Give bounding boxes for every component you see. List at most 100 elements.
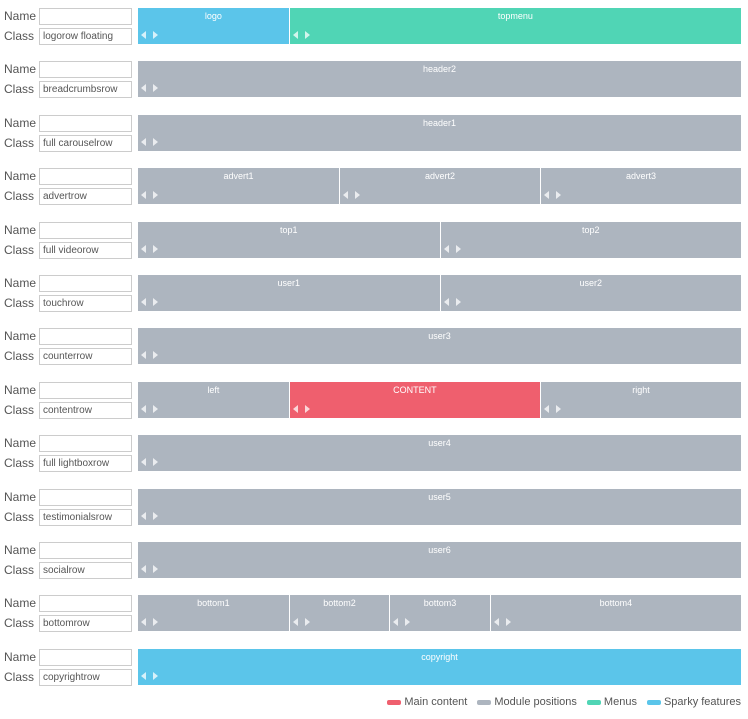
name-input[interactable] <box>39 168 132 186</box>
grow-arrow[interactable] <box>153 351 158 360</box>
grow-arrow[interactable] <box>153 244 158 253</box>
name-input[interactable] <box>39 8 132 25</box>
grow-arrow[interactable] <box>556 404 561 413</box>
grow-arrow[interactable] <box>153 618 158 627</box>
position-cell[interactable]: topmenu <box>289 8 741 44</box>
position-cell[interactable]: left <box>138 381 289 418</box>
grow-arrow[interactable] <box>556 191 561 200</box>
shrink-arrow[interactable] <box>141 84 146 93</box>
grow-arrow[interactable] <box>153 458 158 467</box>
grow-arrow[interactable] <box>355 191 360 200</box>
position-cell[interactable]: top1 <box>138 221 440 258</box>
grow-arrow[interactable] <box>153 511 158 520</box>
name-input[interactable] <box>39 114 132 132</box>
position-cell[interactable]: user2 <box>440 275 741 311</box>
position-cell[interactable]: user1 <box>138 275 440 311</box>
position-cell[interactable]: bottom2 <box>289 595 390 632</box>
position-cell[interactable]: bottom3 <box>390 595 490 632</box>
grow-arrow[interactable] <box>153 191 158 200</box>
class-input[interactable]: socialrow <box>39 562 132 579</box>
class-input[interactable]: bottomrow <box>39 615 132 633</box>
position-cell[interactable]: CONTENT <box>289 381 540 418</box>
class-input[interactable]: full lightboxrow <box>39 455 132 473</box>
grow-arrow[interactable] <box>405 618 411 627</box>
position-cell[interactable]: advert1 <box>138 168 339 205</box>
name-input[interactable] <box>39 221 132 239</box>
class-label: Class <box>4 29 35 43</box>
position-cell[interactable]: advert2 <box>340 168 540 205</box>
name-input[interactable] <box>39 648 132 666</box>
position-cell[interactable]: header2 <box>138 61 741 98</box>
shrink-arrow[interactable] <box>292 404 298 413</box>
class-input[interactable]: counterrow <box>39 348 132 366</box>
shrink-arrow[interactable] <box>141 511 146 520</box>
grow-arrow[interactable] <box>304 31 310 39</box>
grow-arrow[interactable] <box>455 244 461 253</box>
position-cell[interactable]: bottom1 <box>138 595 289 632</box>
shrink-arrow[interactable] <box>443 244 449 253</box>
shrink-arrow[interactable] <box>141 191 146 200</box>
shrink-arrow[interactable] <box>141 351 146 360</box>
position-cell[interactable]: right <box>541 381 741 418</box>
grow-arrow[interactable] <box>153 565 158 573</box>
name-input[interactable] <box>39 61 132 79</box>
shrink-arrow[interactable] <box>393 618 399 627</box>
position-cell[interactable]: bottom4 <box>490 595 741 632</box>
shrink-arrow[interactable] <box>141 565 146 573</box>
position-cell[interactable]: header1 <box>138 114 741 151</box>
position-cell[interactable]: user6 <box>138 542 741 578</box>
grow-arrow[interactable] <box>153 404 158 413</box>
class-input[interactable]: advertrow <box>39 188 132 206</box>
name-input[interactable] <box>39 542 132 559</box>
class-input[interactable]: logorow floating <box>39 28 132 45</box>
shrink-arrow[interactable] <box>544 191 549 200</box>
shrink-arrow[interactable] <box>292 618 298 627</box>
name-label: Name <box>4 329 37 344</box>
grow-arrow[interactable] <box>153 298 158 306</box>
position-cell[interactable]: user4 <box>138 435 741 472</box>
grow-arrow[interactable] <box>304 404 310 413</box>
grow-arrow[interactable] <box>304 618 310 627</box>
shrink-arrow[interactable] <box>544 404 549 413</box>
class-input[interactable]: full videorow <box>39 241 132 259</box>
grow-arrow[interactable] <box>505 618 511 627</box>
position-cell[interactable]: copyright <box>138 648 741 685</box>
shrink-arrow[interactable] <box>141 458 146 467</box>
position-cell[interactable]: top2 <box>440 221 741 258</box>
name-input[interactable] <box>39 595 132 613</box>
class-input[interactable]: full carouselrow <box>39 134 132 152</box>
position-cell[interactable]: user5 <box>138 488 741 525</box>
class-input[interactable]: copyrightrow <box>39 668 132 686</box>
position-cell[interactable]: user3 <box>138 328 741 365</box>
shrink-arrow[interactable] <box>343 191 348 200</box>
class-input[interactable]: testimonialsrow <box>39 508 132 526</box>
shrink-arrow[interactable] <box>141 31 146 39</box>
class-input[interactable]: touchrow <box>39 295 132 312</box>
name-label: Name <box>4 115 37 130</box>
shrink-arrow[interactable] <box>443 298 449 306</box>
shrink-arrow[interactable] <box>141 298 146 306</box>
cell-label: header1 <box>422 117 457 128</box>
shrink-arrow[interactable] <box>141 137 146 146</box>
class-input[interactable]: contentrow <box>39 401 132 419</box>
grow-arrow[interactable] <box>153 137 158 146</box>
position-cell[interactable]: logo <box>138 8 289 44</box>
shrink-arrow[interactable] <box>292 31 298 39</box>
shrink-arrow[interactable] <box>141 244 146 253</box>
shrink-arrow[interactable] <box>141 618 146 627</box>
grow-arrow[interactable] <box>153 671 158 680</box>
name-input[interactable] <box>39 328 132 346</box>
class-input[interactable]: breadcrumbsrow <box>39 81 132 99</box>
grow-arrow[interactable] <box>455 298 461 306</box>
grow-arrow[interactable] <box>153 31 158 39</box>
shrink-arrow[interactable] <box>141 404 146 413</box>
grow-arrow[interactable] <box>153 84 158 93</box>
name-input[interactable] <box>39 488 132 506</box>
name-input[interactable] <box>39 381 132 399</box>
position-cell[interactable]: advert3 <box>541 168 741 205</box>
name-input[interactable] <box>39 275 132 292</box>
cell-label: header2 <box>422 64 457 75</box>
shrink-arrow[interactable] <box>141 671 146 680</box>
shrink-arrow[interactable] <box>493 618 499 627</box>
name-input[interactable] <box>39 435 132 453</box>
